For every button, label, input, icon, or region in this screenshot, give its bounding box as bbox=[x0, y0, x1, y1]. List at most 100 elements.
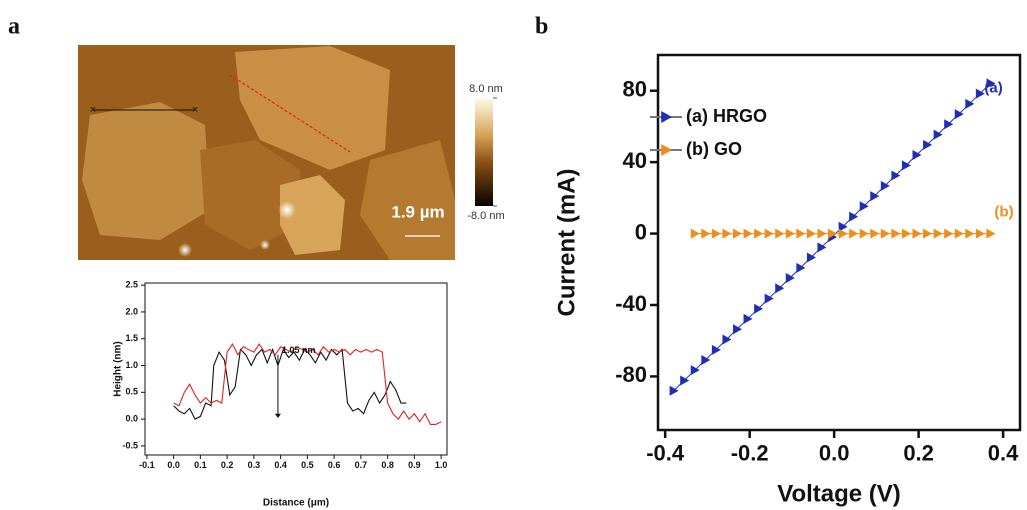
data-point bbox=[986, 228, 996, 239]
data-point bbox=[701, 228, 711, 239]
data-point bbox=[944, 119, 954, 130]
data-point bbox=[669, 385, 679, 396]
y-tick-label: -40 bbox=[615, 291, 647, 316]
afm-image: × × 1.9 µm bbox=[78, 45, 493, 260]
data-point bbox=[817, 228, 827, 239]
data-point bbox=[901, 160, 911, 171]
y-tick-label: 1.5 bbox=[125, 333, 138, 343]
data-point bbox=[754, 303, 764, 314]
legend-marker bbox=[661, 144, 672, 156]
x-tick-label: 0.3 bbox=[248, 460, 261, 470]
data-point bbox=[901, 228, 911, 239]
legend-label: (b) GO bbox=[686, 139, 742, 159]
data-point bbox=[891, 170, 901, 181]
y-tick-label: 0.0 bbox=[125, 413, 138, 423]
legend-label: (a) HRGO bbox=[686, 106, 767, 126]
data-point bbox=[711, 228, 721, 239]
series-line bbox=[173, 342, 442, 426]
y-tick-label: 80 bbox=[623, 77, 647, 102]
data-point bbox=[775, 228, 785, 239]
y-tick-label: -80 bbox=[615, 362, 647, 387]
x-tick-label: 0.0 bbox=[819, 440, 850, 465]
y-tick-label: -0.5 bbox=[122, 440, 138, 450]
x-tick-label: 0.0 bbox=[167, 460, 180, 470]
panel-label: a bbox=[8, 14, 20, 40]
colorbar-label: 8.0 nm bbox=[469, 83, 503, 95]
data-point bbox=[975, 228, 985, 239]
data-point bbox=[743, 313, 753, 324]
data-point bbox=[806, 228, 816, 239]
colorbar bbox=[475, 98, 493, 206]
data-point bbox=[806, 252, 816, 263]
data-point bbox=[764, 228, 774, 239]
x-tick-label: 0.5 bbox=[301, 460, 314, 470]
data-point bbox=[859, 201, 869, 212]
plot-frame bbox=[656, 53, 1022, 432]
data-point bbox=[690, 365, 700, 376]
data-point bbox=[923, 139, 933, 150]
data-point bbox=[828, 228, 838, 239]
x-tick-label: 0.6 bbox=[328, 460, 341, 470]
data-point bbox=[754, 228, 764, 239]
y-tick-label: 2.5 bbox=[125, 280, 138, 290]
data-point bbox=[838, 228, 848, 239]
data-point bbox=[944, 228, 954, 239]
annotation: (b) bbox=[994, 204, 1013, 221]
x-tick-label: 1.0 bbox=[435, 460, 448, 470]
y-tick-label: 1.0 bbox=[125, 360, 138, 370]
x-tick-label: -0.1 bbox=[139, 460, 155, 470]
data-point bbox=[743, 228, 753, 239]
x-tick-label: 0.4 bbox=[274, 460, 287, 470]
data-point bbox=[954, 228, 964, 239]
data-point bbox=[775, 283, 785, 294]
data-point bbox=[975, 88, 985, 99]
data-point bbox=[954, 109, 964, 120]
colorbar-label: -8.0 nm bbox=[467, 210, 504, 222]
data-point bbox=[711, 344, 721, 355]
y-tick-label: 2.0 bbox=[125, 306, 138, 316]
data-point bbox=[965, 228, 975, 239]
data-point bbox=[912, 228, 922, 239]
x-tick-label: 0.2 bbox=[903, 440, 934, 465]
x-tick-label: 0.7 bbox=[355, 460, 368, 470]
x-tick-label: 0.8 bbox=[381, 460, 394, 470]
x-tick-label: 0.1 bbox=[194, 460, 207, 470]
data-point bbox=[701, 355, 711, 365]
x-tick-label: -0.2 bbox=[731, 440, 769, 465]
y-axis-label: Current (mA) bbox=[553, 169, 580, 317]
data-point bbox=[680, 375, 690, 386]
x-tick-label: 0.9 bbox=[408, 460, 421, 470]
data-point bbox=[923, 228, 933, 239]
plot: -0.1 0.0 0.1 0.2 0.3 0.4 0.5 0.6 0.7 0.8 0.9 1.0 -0.… bbox=[113, 280, 448, 509]
data-point bbox=[722, 334, 732, 345]
data-point bbox=[690, 228, 700, 239]
y-tick-label: 40 bbox=[623, 148, 647, 173]
y-tick-label: 0.5 bbox=[125, 387, 138, 397]
data-point bbox=[849, 211, 859, 222]
data-point bbox=[933, 129, 943, 140]
data-point bbox=[785, 228, 795, 239]
series-line bbox=[173, 347, 407, 420]
data-point bbox=[732, 324, 742, 335]
data-point bbox=[785, 273, 795, 284]
data-point bbox=[965, 98, 975, 109]
profile-marker: × bbox=[90, 104, 96, 116]
data-point bbox=[986, 78, 996, 89]
data-point bbox=[880, 180, 890, 191]
panel-label: b bbox=[535, 14, 548, 40]
arrow-head bbox=[274, 413, 281, 419]
data-point bbox=[817, 242, 827, 253]
annotation: 1.05 nm bbox=[282, 345, 316, 355]
data-point bbox=[796, 228, 806, 239]
data-point bbox=[870, 191, 880, 202]
data-point bbox=[849, 228, 859, 239]
annotation: (a) bbox=[984, 79, 1002, 96]
data-point bbox=[880, 228, 890, 239]
data-point bbox=[859, 228, 869, 239]
data-point bbox=[870, 228, 880, 239]
y-tick-label: 0 bbox=[635, 219, 647, 244]
x-axis-label: Distance (μm) bbox=[263, 498, 329, 509]
plot-frame bbox=[144, 282, 448, 456]
scale-bar-label: 1.9 µm bbox=[391, 202, 444, 221]
